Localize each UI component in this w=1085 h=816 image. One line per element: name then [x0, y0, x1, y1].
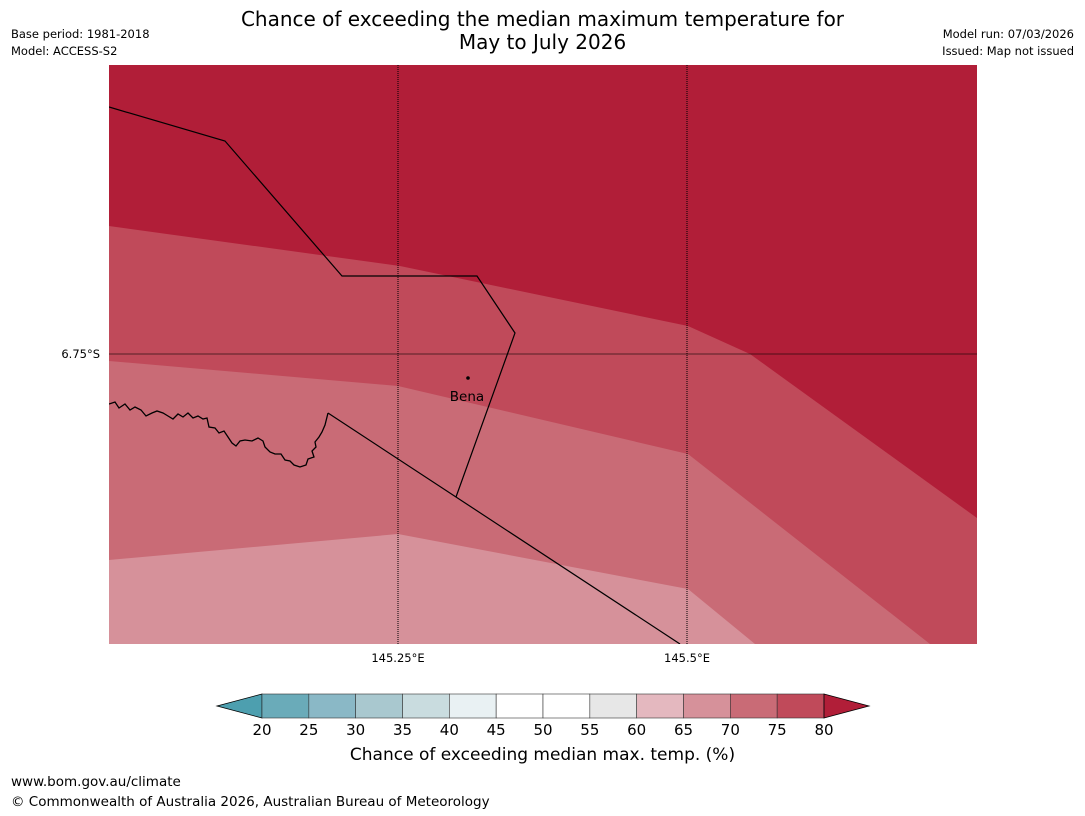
colorbar-segment	[589, 693, 637, 719]
colorbar-segment	[355, 693, 403, 719]
colorbar-tick-label: 25	[299, 721, 318, 739]
colorbar-tick-label: 20	[252, 721, 271, 739]
colorbar-tick-label: 35	[393, 721, 412, 739]
town-label: Bena	[450, 389, 484, 405]
boundary-north	[109, 106, 516, 498]
chart-title: Chance of exceeding the median maximum t…	[0, 8, 1085, 54]
lon-label-1: 145.25°E	[371, 651, 424, 665]
lat-label: 6.75°S	[61, 347, 100, 361]
colorbar-tick-label: 30	[346, 721, 365, 739]
town-marker	[466, 376, 470, 380]
meta-right: Model run: 07/03/2026 Issued: Map not is…	[942, 26, 1074, 60]
zone-65-70	[109, 534, 755, 644]
colorbar-segment	[776, 693, 825, 719]
model-run-text: Model run: 07/03/2026	[942, 27, 1074, 41]
meta-left: Base period: 1981-2018 Model: ACCESS-S2	[11, 26, 150, 60]
colorbar-tick-label: 50	[533, 721, 552, 739]
colorbar-tick-label: 55	[580, 721, 599, 739]
model-text: Model: ACCESS-S2	[11, 44, 118, 58]
colorbar-tick-label: 40	[440, 721, 459, 739]
colorbar-segment	[542, 693, 591, 719]
colorbar-segment	[683, 693, 731, 719]
footer-website[interactable]: www.bom.gov.au/climate	[11, 774, 181, 790]
colorbar-segment	[636, 693, 684, 719]
footer-copyright: © Commonwealth of Australia 2026, Austra…	[11, 794, 490, 810]
probability-zones	[109, 65, 977, 644]
colorbar-tick-label: 60	[627, 721, 646, 739]
colorbar-segment	[449, 693, 497, 719]
colorbar-low-extend	[215, 693, 263, 719]
colorbar-label: Chance of exceeding median max. temp. (%…	[349, 745, 736, 765]
colorbar-segment	[261, 693, 310, 719]
issued-text: Issued: Map not issued	[942, 44, 1074, 58]
colorbar-segment	[495, 693, 544, 719]
boundary-south	[327, 412, 681, 644]
title-line-1: Chance of exceeding the median maximum t…	[240, 7, 845, 31]
colorbar-tick-label: 75	[768, 721, 787, 739]
colorbar-tick-label: 80	[814, 721, 833, 739]
colorbar-tick-label: 70	[721, 721, 740, 739]
base-period-text: Base period: 1981-2018	[11, 27, 150, 41]
colorbar-high-extend	[823, 693, 871, 719]
colorbar-segment	[402, 693, 450, 719]
title-line-2: May to July 2026	[458, 30, 627, 54]
colorbar-tick-label: 65	[674, 721, 693, 739]
colorbar: 20 25 30 35 40 45 50 55 60 65 70 75 80	[215, 693, 871, 739]
lon-label-2: 145.5°E	[664, 651, 710, 665]
colorbar-tick-label: 45	[487, 721, 506, 739]
coastline	[109, 401, 329, 468]
colorbar-segment	[308, 693, 356, 719]
colorbar-segment	[730, 693, 778, 719]
